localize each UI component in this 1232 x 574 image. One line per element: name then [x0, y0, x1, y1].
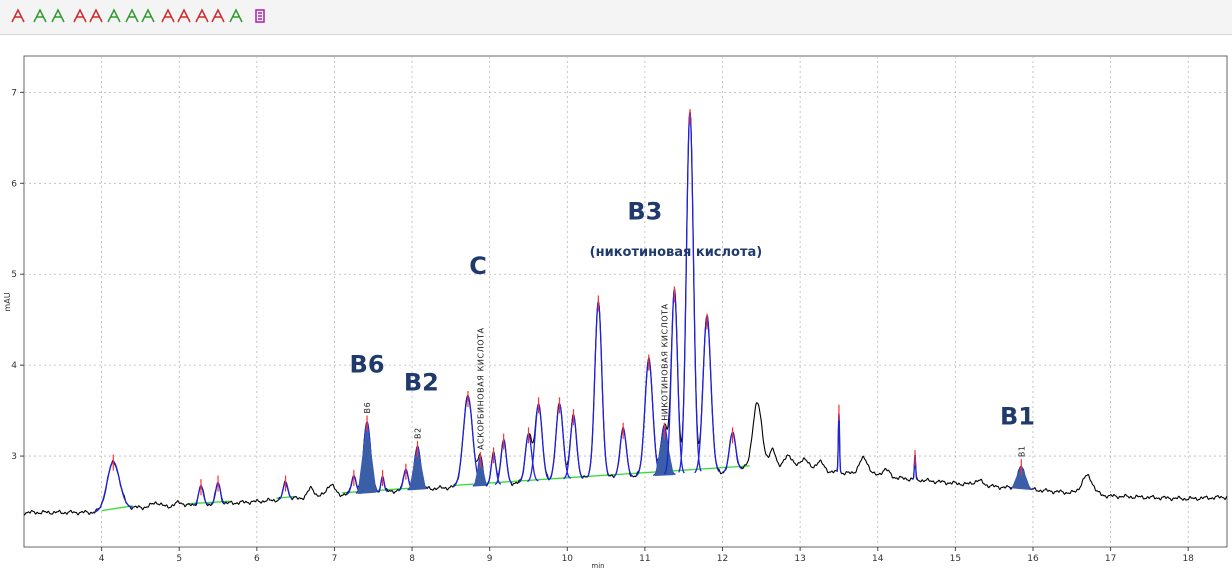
x-tick-label: 12: [717, 554, 728, 564]
x-tick-label: 13: [794, 554, 805, 564]
peak-tangent-icon[interactable]: [228, 7, 244, 25]
integrated-peak: [357, 421, 377, 494]
peak-delete-icon[interactable]: [88, 7, 104, 25]
y-tick-label: 4: [11, 361, 17, 371]
x-tick-label: 11: [639, 554, 650, 564]
y-tick-label: 6: [11, 179, 17, 189]
annotation-label: C: [469, 252, 487, 280]
integrated-peak: [473, 457, 487, 487]
peak-remove-icon[interactable]: [194, 7, 210, 25]
y-tick-label: 7: [11, 88, 17, 98]
peak-manual-icon[interactable]: [160, 7, 176, 25]
chromatogram-panel: 4 5 6 7 8 9 10 11 12 13 14 15 16 17 18 3 4 5 6 7 B6 B2 АСКОРБ…: [0, 38, 1232, 570]
annotation-label: (никотиновая кислота): [590, 245, 763, 260]
y-axis-label: mAU: [3, 292, 12, 311]
grid: [24, 56, 1227, 547]
peak-name-label: B2: [413, 427, 422, 439]
peak-labels: B6 B2 АСКОРБИНОВАЯ КИСЛОТА НИКОТИНОВАЯ КИСЛ…: [363, 303, 1026, 457]
x-tick-label: 9: [487, 554, 493, 564]
y-tick-label: 3: [11, 452, 17, 462]
peak-integrate-icon[interactable]: [124, 7, 140, 25]
x-tick-label: 10: [562, 554, 574, 564]
axes: 4 5 6 7 8 9 10 11 12 13 14 15 16 17 18 3 4 5 6 7: [11, 88, 1194, 564]
peak-manual-alt-icon[interactable]: [176, 7, 192, 25]
integrated-peak: [408, 446, 427, 491]
peak-integrate-alt-icon[interactable]: [140, 7, 156, 25]
peak-remove-all-icon[interactable]: [210, 7, 226, 25]
x-tick-label: 16: [1027, 554, 1039, 564]
x-axis-label: min: [591, 562, 604, 570]
integrated-peak: [1011, 464, 1032, 490]
peak-add-alt-icon[interactable]: [50, 7, 66, 25]
x-tick-label: 8: [409, 554, 415, 564]
peak-name-label: B6: [363, 402, 372, 414]
y-tick-label: 5: [11, 270, 17, 280]
peak-cursor-icon[interactable]: [10, 7, 26, 25]
peak-baseline-icon[interactable]: [72, 7, 88, 25]
x-tick-label: 17: [1105, 554, 1116, 564]
annotation-label: B1: [1000, 402, 1035, 430]
toolbar: [0, 0, 1232, 35]
annotation-label: B3: [627, 198, 662, 226]
peak-name-label: НИКОТИНОВАЯ КИСЛОТА: [660, 303, 669, 421]
annotation-label: B2: [404, 369, 439, 397]
x-tick-label: 14: [872, 554, 884, 564]
report-icon[interactable]: [252, 7, 268, 25]
x-tick-label: 7: [332, 554, 338, 564]
x-tick-label: 5: [176, 554, 182, 564]
x-tick-label: 4: [99, 554, 105, 564]
x-tick-label: 6: [254, 554, 260, 564]
chromatogram-chart: 4 5 6 7 8 9 10 11 12 13 14 15 16 17 18 3 4 5 6 7 B6 B2 АСКОРБ…: [3, 55, 1228, 570]
peak-name-label: АСКОРБИНОВАЯ КИСЛОТА: [476, 327, 485, 450]
peak-add-icon[interactable]: [32, 7, 48, 25]
integration-baseline: [101, 505, 133, 512]
peak-name-label: B1: [1017, 445, 1026, 457]
integrated-peak: [654, 428, 674, 477]
x-tick-label: 15: [950, 554, 961, 564]
x-tick-label: 18: [1182, 554, 1194, 564]
peak-series: [93, 109, 1033, 513]
peak-split-icon[interactable]: [106, 7, 122, 25]
annotation-label: B6: [350, 350, 385, 378]
annotations: B6 B2 C B3 (никотиновая кислота) B1: [350, 198, 1035, 431]
plot-area: [23, 55, 1228, 548]
